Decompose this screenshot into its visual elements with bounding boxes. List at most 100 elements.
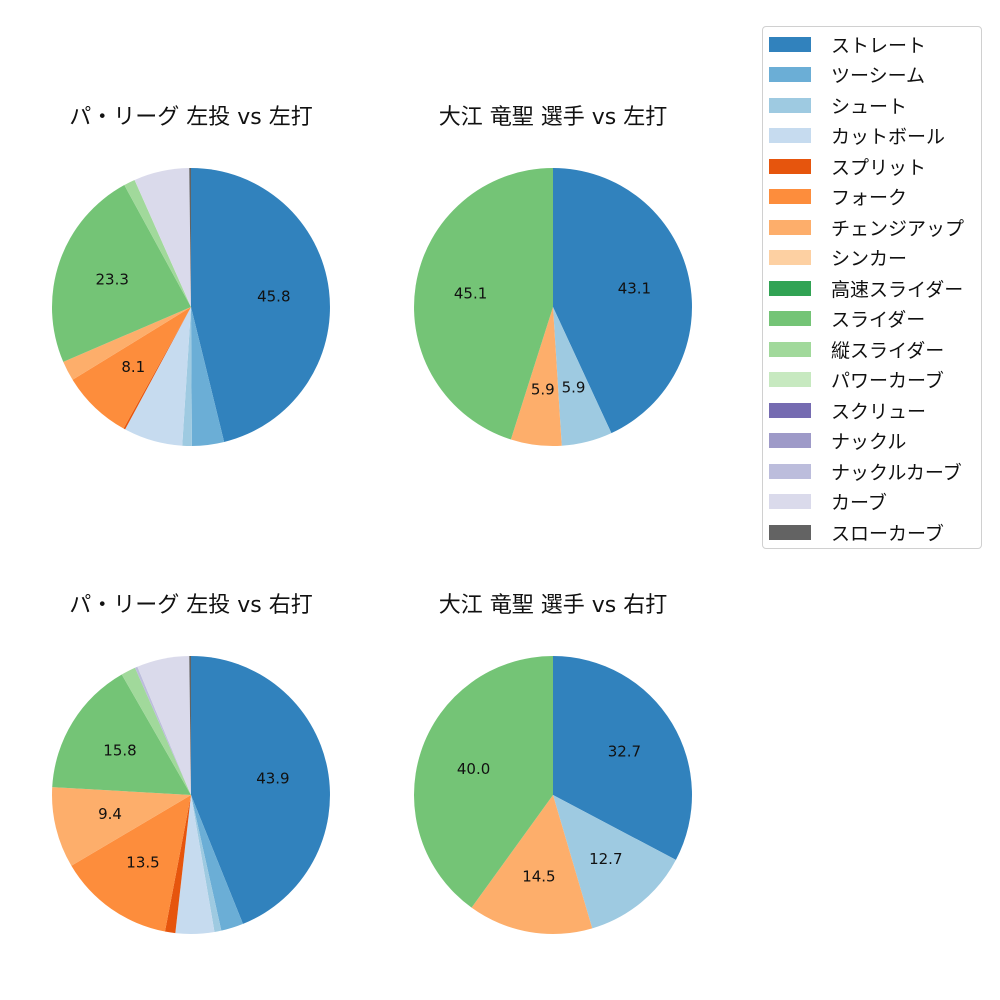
- pie-slice: [175, 795, 215, 934]
- legend-label: 縦スライダー: [831, 339, 945, 362]
- legend-label: シンカー: [831, 248, 908, 270]
- slice-value-label: 8.1: [121, 358, 145, 376]
- legend-item: スクリュー: [769, 398, 927, 423]
- legend-label: フォーク: [831, 187, 908, 209]
- legend-swatch: [769, 402, 811, 418]
- legend-swatch: [769, 128, 811, 143]
- slice-value-label: 43.9: [256, 770, 289, 788]
- legend-swatch: [769, 67, 811, 82]
- chart-title: パ・リーグ 左投 vs 右打: [69, 593, 312, 618]
- pie-slice: [414, 168, 553, 440]
- legend: ストレートツーシームシュートカットボール スプリットフォークチェンジアップ シンカー…: [762, 26, 982, 549]
- legend-label: スプリット: [831, 156, 927, 179]
- slice-value-label: 23.3: [95, 270, 128, 288]
- legend-swatch: [769, 97, 811, 113]
- legend-item: 高速スライダー: [769, 276, 964, 301]
- legend-swatch: [769, 524, 811, 540]
- slice-value-label: 12.7: [589, 850, 622, 868]
- pie-slice: [553, 307, 612, 446]
- chart-title: パ・リーグ 左投 vs 左打: [69, 105, 312, 130]
- slice-value-label: 45.8: [257, 288, 290, 306]
- chart-title: 大江 竜聖 選手 vs 右打: [439, 593, 667, 618]
- legend-swatch: [769, 311, 811, 326]
- legend-item: チェンジアップ: [769, 215, 964, 240]
- legend-label: シュート: [831, 95, 908, 118]
- legend-swatch: [769, 36, 811, 52]
- slice-value-label: 5.9: [531, 380, 555, 398]
- slice-value-label: 9.4: [98, 805, 122, 823]
- pie-slice: [189, 656, 191, 795]
- pie-slice: [63, 307, 192, 380]
- pie-slice: [191, 795, 222, 932]
- slice-value-label: 40.0: [457, 760, 490, 778]
- pie-slice: [121, 667, 191, 795]
- legend-swatch: [769, 189, 811, 204]
- legend-item: パワーカーブ: [769, 368, 944, 392]
- pie-chart-3: パ・リーグ 左投 vs 右打 43.9 13.5 9.4 15.8: [51, 593, 330, 934]
- legend-label: ナックルカーブ: [831, 461, 962, 484]
- pie-slice: [191, 307, 225, 446]
- legend-swatch: [769, 158, 811, 174]
- legend-label: カーブ: [831, 492, 887, 514]
- slice-value-label: 13.5: [126, 854, 159, 872]
- legend-label: スクリュー: [831, 400, 927, 423]
- legend-item: フォーク: [769, 185, 907, 209]
- slice-value-label: 32.7: [608, 742, 641, 760]
- slice-value-label: 43.1: [618, 280, 651, 298]
- legend-label: スライダー: [831, 309, 926, 331]
- legend-item: ストレート: [769, 32, 927, 57]
- pie-slice: [137, 656, 191, 795]
- legend-label: カットボール: [831, 126, 946, 148]
- legend-item: 縦スライダー: [769, 337, 945, 362]
- pie-slice: [124, 179, 191, 307]
- pie-slice: [134, 168, 191, 307]
- legend-item: スローカーブ: [769, 520, 944, 545]
- pie-slice: [72, 307, 191, 429]
- pie-slice: [71, 795, 191, 932]
- legend-item: ナックル: [769, 429, 906, 453]
- pie-chart-1: パ・リーグ 左投 vs 左打 45.8 8.1 23.3: [51, 105, 330, 447]
- pie-slice: [51, 787, 191, 866]
- legend-swatch: [769, 280, 811, 296]
- pie-slice: [553, 795, 676, 929]
- pie-slice: [182, 307, 192, 447]
- slice-value-label: 45.1: [454, 285, 487, 303]
- legend-item: カットボール: [769, 124, 945, 148]
- pie-slice: [553, 656, 692, 860]
- legend-swatch: [769, 463, 811, 479]
- pie-slice: [125, 307, 191, 446]
- legend-label: ナックル: [831, 431, 907, 453]
- legend-swatch: [769, 341, 811, 357]
- legend-item: シュート: [769, 93, 908, 118]
- pie-slice: [413, 656, 553, 908]
- pie-slice: [510, 307, 562, 447]
- legend-item: スプリット: [769, 154, 927, 179]
- slice-value-label: 15.8: [103, 742, 136, 760]
- legend-item: スライダー: [769, 307, 925, 331]
- legend-label: 高速スライダー: [831, 278, 964, 301]
- legend-label: パワーカーブ: [831, 370, 944, 392]
- chart-title: 大江 竜聖 選手 vs 左打: [439, 105, 667, 130]
- pie-slice: [135, 666, 191, 795]
- legend-item: ナックルカーブ: [769, 459, 962, 484]
- legend-swatch: [769, 372, 811, 387]
- pie-slice: [191, 795, 243, 931]
- legend-swatch: [769, 250, 811, 265]
- pie-slice: [51, 185, 191, 362]
- legend-label: スローカーブ: [831, 522, 944, 545]
- pie-slice: [191, 168, 330, 442]
- pie-slice: [189, 167, 191, 307]
- legend-label: ストレート: [831, 34, 927, 57]
- pie-slice: [471, 795, 593, 935]
- legend-label: ツーシーム: [831, 65, 926, 87]
- legend-swatch: [769, 219, 811, 235]
- pie-chart-2: 大江 竜聖 選手 vs 左打 43.1 5.9 5.9 45.1: [414, 105, 692, 447]
- slice-value-label: 5.9: [562, 378, 586, 396]
- legend-item: シンカー: [769, 246, 907, 270]
- pie-chart-4: 大江 竜聖 選手 vs 右打 32.7 12.7 14.5 40.0: [413, 593, 692, 935]
- pie-slice: [52, 674, 191, 795]
- pie-slice: [164, 795, 191, 934]
- legend-item: カーブ: [769, 490, 887, 514]
- pie-slice: [553, 168, 692, 434]
